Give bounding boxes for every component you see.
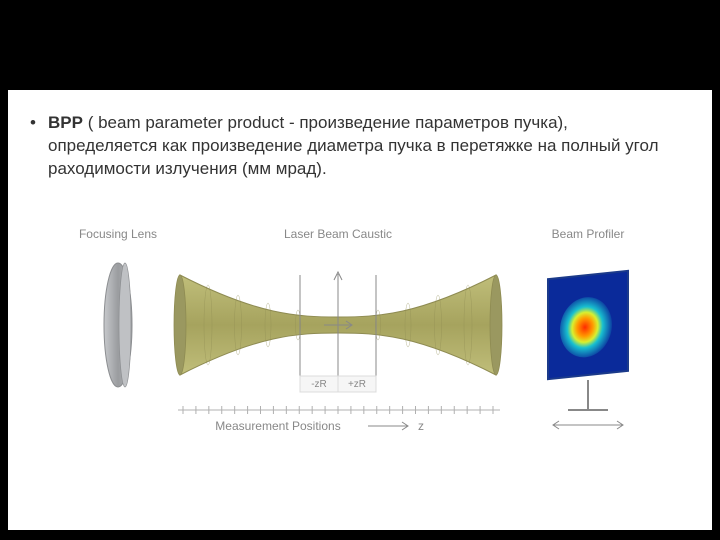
diagram-svg: Focusing Lens Laser Beam Caustic Beam Pr… — [68, 220, 658, 450]
label-plus-zr: +zR — [348, 379, 366, 390]
axis-z-arrow — [368, 422, 408, 430]
bullet-text: • BPP ( beam parameter product - произве… — [48, 112, 672, 181]
label-measurement: Measurement Positions — [215, 419, 340, 433]
label-caustic: Laser Beam Caustic — [284, 227, 392, 241]
zr-boxes: -zR +zR — [300, 376, 376, 392]
label-axis-z: z — [418, 419, 424, 433]
measurement-axis — [178, 406, 500, 414]
label-lens: Focusing Lens — [79, 227, 157, 241]
bpp-diagram: Focusing Lens Laser Beam Caustic Beam Pr… — [68, 220, 658, 450]
content-area: • BPP ( beam parameter product - произве… — [8, 90, 712, 530]
bullet-term: BPP — [48, 113, 83, 132]
bullet-marker: • — [30, 112, 36, 135]
label-minus-zr: -zR — [311, 379, 327, 390]
label-profiler: Beam Profiler — [552, 227, 625, 241]
slide-root: • BPP ( beam parameter product - произве… — [0, 0, 720, 540]
bullet-body: ( beam parameter product - произведение … — [48, 113, 659, 178]
focusing-lens-icon — [104, 263, 132, 387]
beam-profiler-icon — [548, 271, 628, 429]
